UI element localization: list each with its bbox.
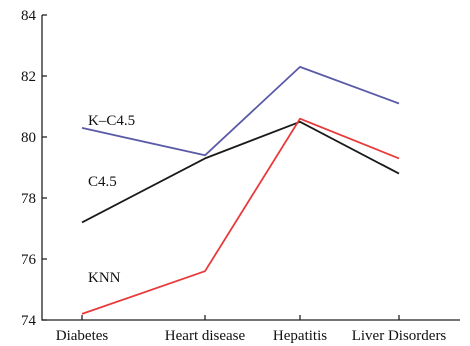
y-tick-label: 76: [21, 252, 37, 268]
x-tick-label: Diabetes: [56, 328, 109, 344]
x-tick-label: Liver Disorders: [352, 328, 447, 344]
x-axis-ticks: Diabetes Heart disease Hepatitis Liver Diso…: [56, 315, 447, 344]
y-tick-label: 82: [21, 69, 36, 85]
y-tick-label: 78: [21, 191, 36, 207]
series-line-knn: [81, 117, 400, 315]
y-tick-label: 84: [21, 8, 37, 24]
series-label-knn: KNN: [88, 270, 121, 286]
series-label-k-c4-5: K–C4.5: [88, 113, 135, 129]
series-lines: [81, 66, 400, 315]
x-tick-label: Hepatitis: [273, 328, 327, 344]
series-label-c4-5: C4.5: [88, 174, 117, 190]
y-axis-ticks: 74 76 78 80 82 84: [21, 8, 47, 329]
y-tick-label: 80: [21, 130, 36, 146]
series-labels: K–C4.5 C4.5 KNN: [88, 113, 135, 286]
x-tick-label: Heart disease: [165, 328, 246, 344]
y-tick-label: 74: [21, 313, 37, 329]
series-line-c4-5: [81, 120, 400, 224]
series-line-k-c4-5: [81, 66, 400, 157]
